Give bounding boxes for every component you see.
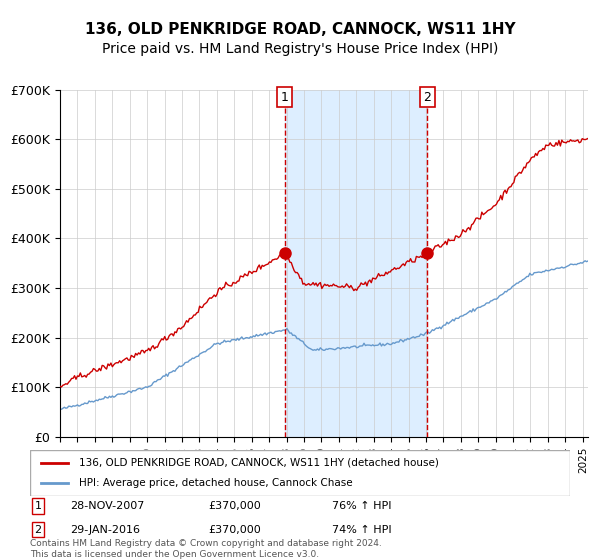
- Text: 28-NOV-2007: 28-NOV-2007: [71, 501, 145, 511]
- Text: 1: 1: [35, 501, 41, 511]
- Text: 136, OLD PENKRIDGE ROAD, CANNOCK, WS11 1HY: 136, OLD PENKRIDGE ROAD, CANNOCK, WS11 1…: [85, 22, 515, 38]
- Text: 76% ↑ HPI: 76% ↑ HPI: [332, 501, 392, 511]
- Text: 1: 1: [281, 91, 289, 104]
- Text: 29-JAN-2016: 29-JAN-2016: [71, 525, 140, 535]
- Text: 2: 2: [35, 525, 41, 535]
- Bar: [285, 90, 427, 437]
- Text: Contains HM Land Registry data © Crown copyright and database right 2024.
This d: Contains HM Land Registry data © Crown c…: [30, 539, 382, 559]
- Text: 2: 2: [424, 91, 431, 104]
- Text: HPI: Average price, detached house, Cannock Chase: HPI: Average price, detached house, Cann…: [79, 478, 352, 488]
- Text: £370,000: £370,000: [208, 501, 261, 511]
- Text: 74% ↑ HPI: 74% ↑ HPI: [332, 525, 392, 535]
- FancyBboxPatch shape: [30, 450, 570, 496]
- Text: Price paid vs. HM Land Registry's House Price Index (HPI): Price paid vs. HM Land Registry's House …: [102, 42, 498, 56]
- Text: £370,000: £370,000: [208, 525, 261, 535]
- Text: 136, OLD PENKRIDGE ROAD, CANNOCK, WS11 1HY (detached house): 136, OLD PENKRIDGE ROAD, CANNOCK, WS11 1…: [79, 458, 439, 468]
